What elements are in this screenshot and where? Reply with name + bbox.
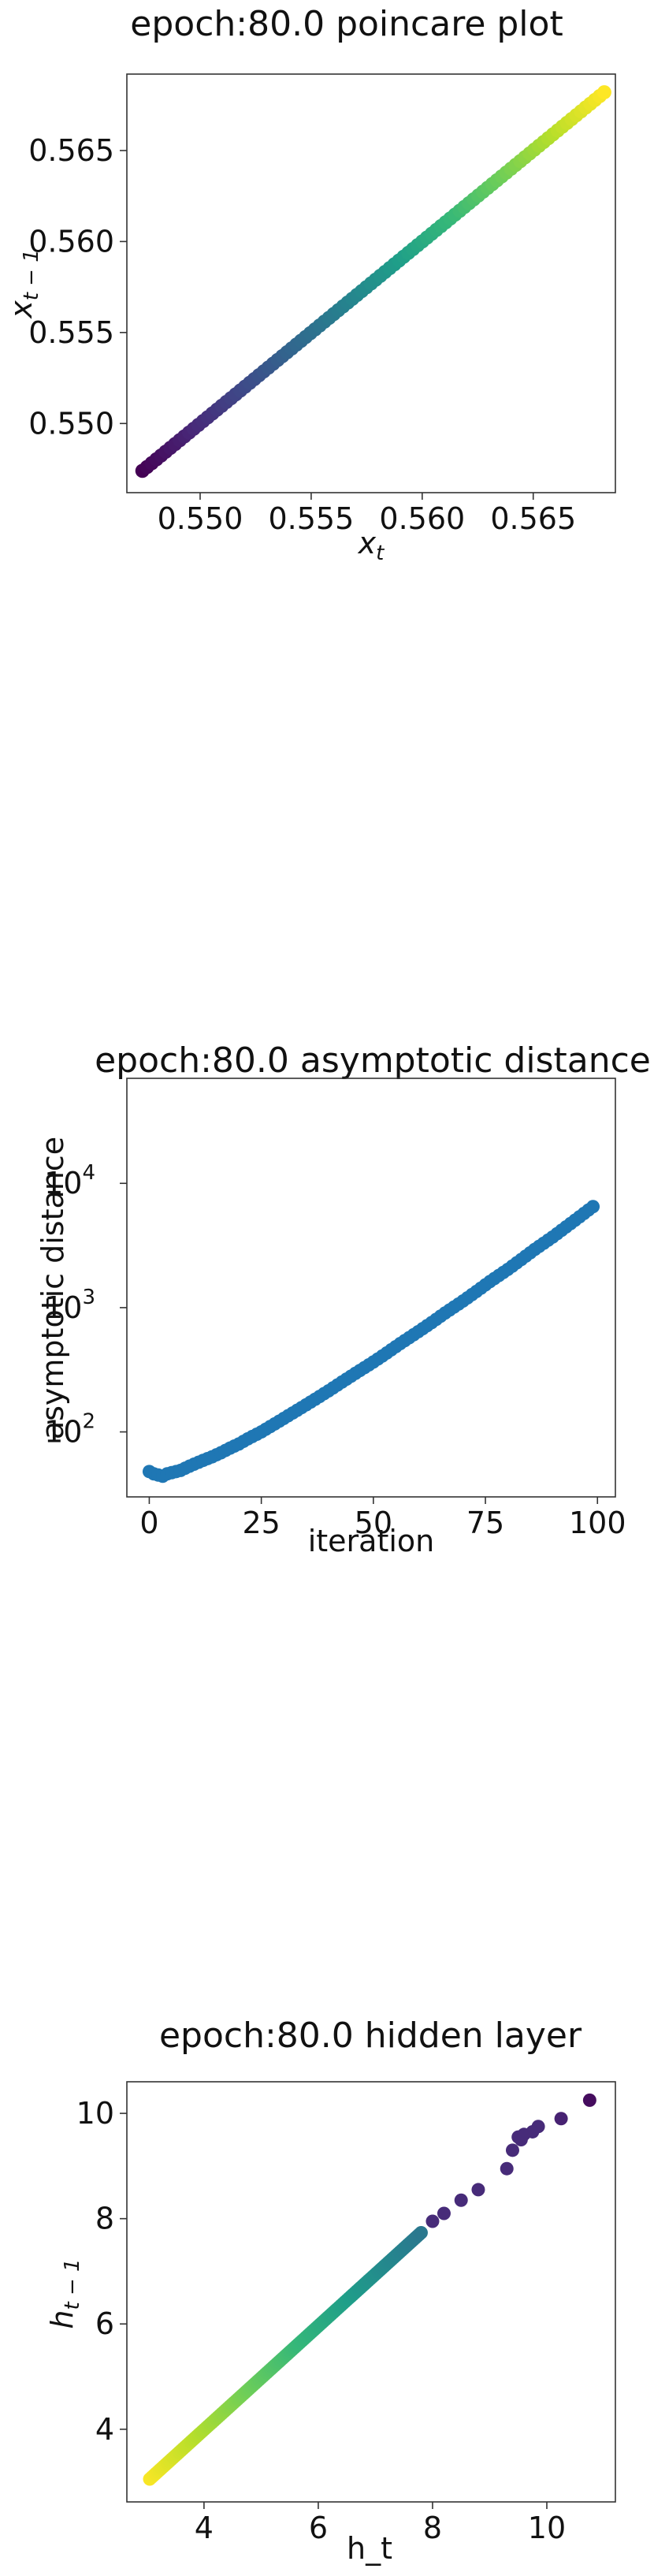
poincare-points <box>135 85 611 478</box>
asymptotic-title: epoch:80.0 asymptotic distance <box>95 1040 651 1081</box>
asymptotic-x-ticks: 0 25 50 75 100 <box>139 1497 626 1540</box>
poincare-point <box>596 85 611 100</box>
asymptotic-ytick-exponent: 3 <box>82 1286 95 1309</box>
hidden-layer-point <box>471 2183 485 2197</box>
hidden-layer-point <box>414 2225 428 2239</box>
hidden-layer-ytick-label: 4 <box>95 2412 114 2447</box>
asymptotic-xtick-label: 0 <box>139 1506 158 1540</box>
hidden-layer-point <box>500 2161 514 2176</box>
asymptotic-points <box>142 1200 600 1483</box>
hidden-layer-x-ticks: 4 6 8 10 <box>195 2502 566 2545</box>
asymptotic-plot-area <box>126 1078 616 1498</box>
hidden-layer-plot-area <box>126 2081 616 2503</box>
hidden-layer-point <box>437 2206 451 2220</box>
asymptotic-xtick-label: 50 <box>355 1506 392 1540</box>
asymptotic-xlabel: iteration <box>308 1524 435 1558</box>
poincare-x-ticks: 0.550 0.555 0.560 0.565 <box>158 493 576 536</box>
asymptotic-ytick-base: 10 <box>44 1166 82 1201</box>
poincare-xtick-label: 0.555 <box>269 501 355 536</box>
asymptotic-xtick-label: 100 <box>569 1506 626 1540</box>
poincare-ytick-label: 0.555 <box>28 315 114 350</box>
hidden-layer-xlabel: h_t <box>347 2531 392 2566</box>
asymptotic-ytick-base: 10 <box>44 1415 82 1450</box>
poincare-title: epoch:80.0 poincare plot <box>130 4 563 44</box>
hidden-layer-ylabel: ht − 1 <box>45 2258 84 2328</box>
poincare-ytick-label: 0.550 <box>28 406 114 441</box>
poincare-xtick-label: 0.565 <box>490 501 576 536</box>
hidden-layer-point <box>505 2143 519 2157</box>
hidden-layer-xtick-label: 6 <box>309 2511 328 2545</box>
hidden-layer-ytick-label: 8 <box>95 2202 114 2236</box>
hidden-layer-point <box>554 2112 568 2126</box>
poincare-chart: epoch:80.0 poincare plot 0.550 0.555 0.560… <box>4 4 616 565</box>
poincare-ytick-label: 0.565 <box>28 133 114 168</box>
poincare-xtick-label: 0.550 <box>158 501 243 536</box>
poincare-plot-area <box>126 73 616 493</box>
asymptotic-ylabel: asymptotic distance <box>35 1137 70 1439</box>
hidden-layer-xtick-label: 10 <box>528 2511 566 2545</box>
asymptotic-xtick-label: 25 <box>242 1506 280 1540</box>
hidden-layer-point <box>454 2193 468 2207</box>
asymptotic-chart: epoch:80.0 asymptotic distance 0 25 50 75 10… <box>35 1040 651 1558</box>
poincare-ylabel: xt − 1 <box>4 249 43 319</box>
hidden-layer-xtick-label: 4 <box>195 2511 214 2545</box>
asymptotic-ytick-label: 102 <box>44 1410 95 1450</box>
asymptotic-point <box>586 1200 600 1214</box>
asymptotic-ytick-exponent: 4 <box>82 1161 95 1185</box>
hidden-layer-point <box>425 2214 440 2228</box>
asymptotic-ytick-label: 104 <box>44 1161 95 1201</box>
hidden-layer-ytick-label: 10 <box>76 2096 114 2131</box>
asymptotic-xtick-label: 75 <box>466 1506 504 1540</box>
hidden-layer-point <box>531 2120 545 2134</box>
hidden-layer-y-ticks: 4 6 8 10 <box>76 2096 127 2447</box>
poincare-ytick-label: 0.560 <box>28 224 114 259</box>
hidden-layer-point <box>582 2093 596 2107</box>
hidden-layer-points <box>143 2093 596 2486</box>
asymptotic-ytick-base: 10 <box>44 1290 82 1325</box>
hidden-layer-xtick-label: 8 <box>423 2511 442 2545</box>
hidden-layer-title: epoch:80.0 hidden layer <box>159 2016 582 2056</box>
poincare-xtick-label: 0.560 <box>379 501 465 536</box>
asymptotic-ytick-label: 103 <box>44 1286 95 1325</box>
asymptotic-ytick-exponent: 2 <box>82 1410 95 1434</box>
poincare-y-ticks: 0.550 0.555 0.560 0.565 <box>28 133 127 441</box>
hidden-layer-ytick-label: 6 <box>95 2306 114 2341</box>
